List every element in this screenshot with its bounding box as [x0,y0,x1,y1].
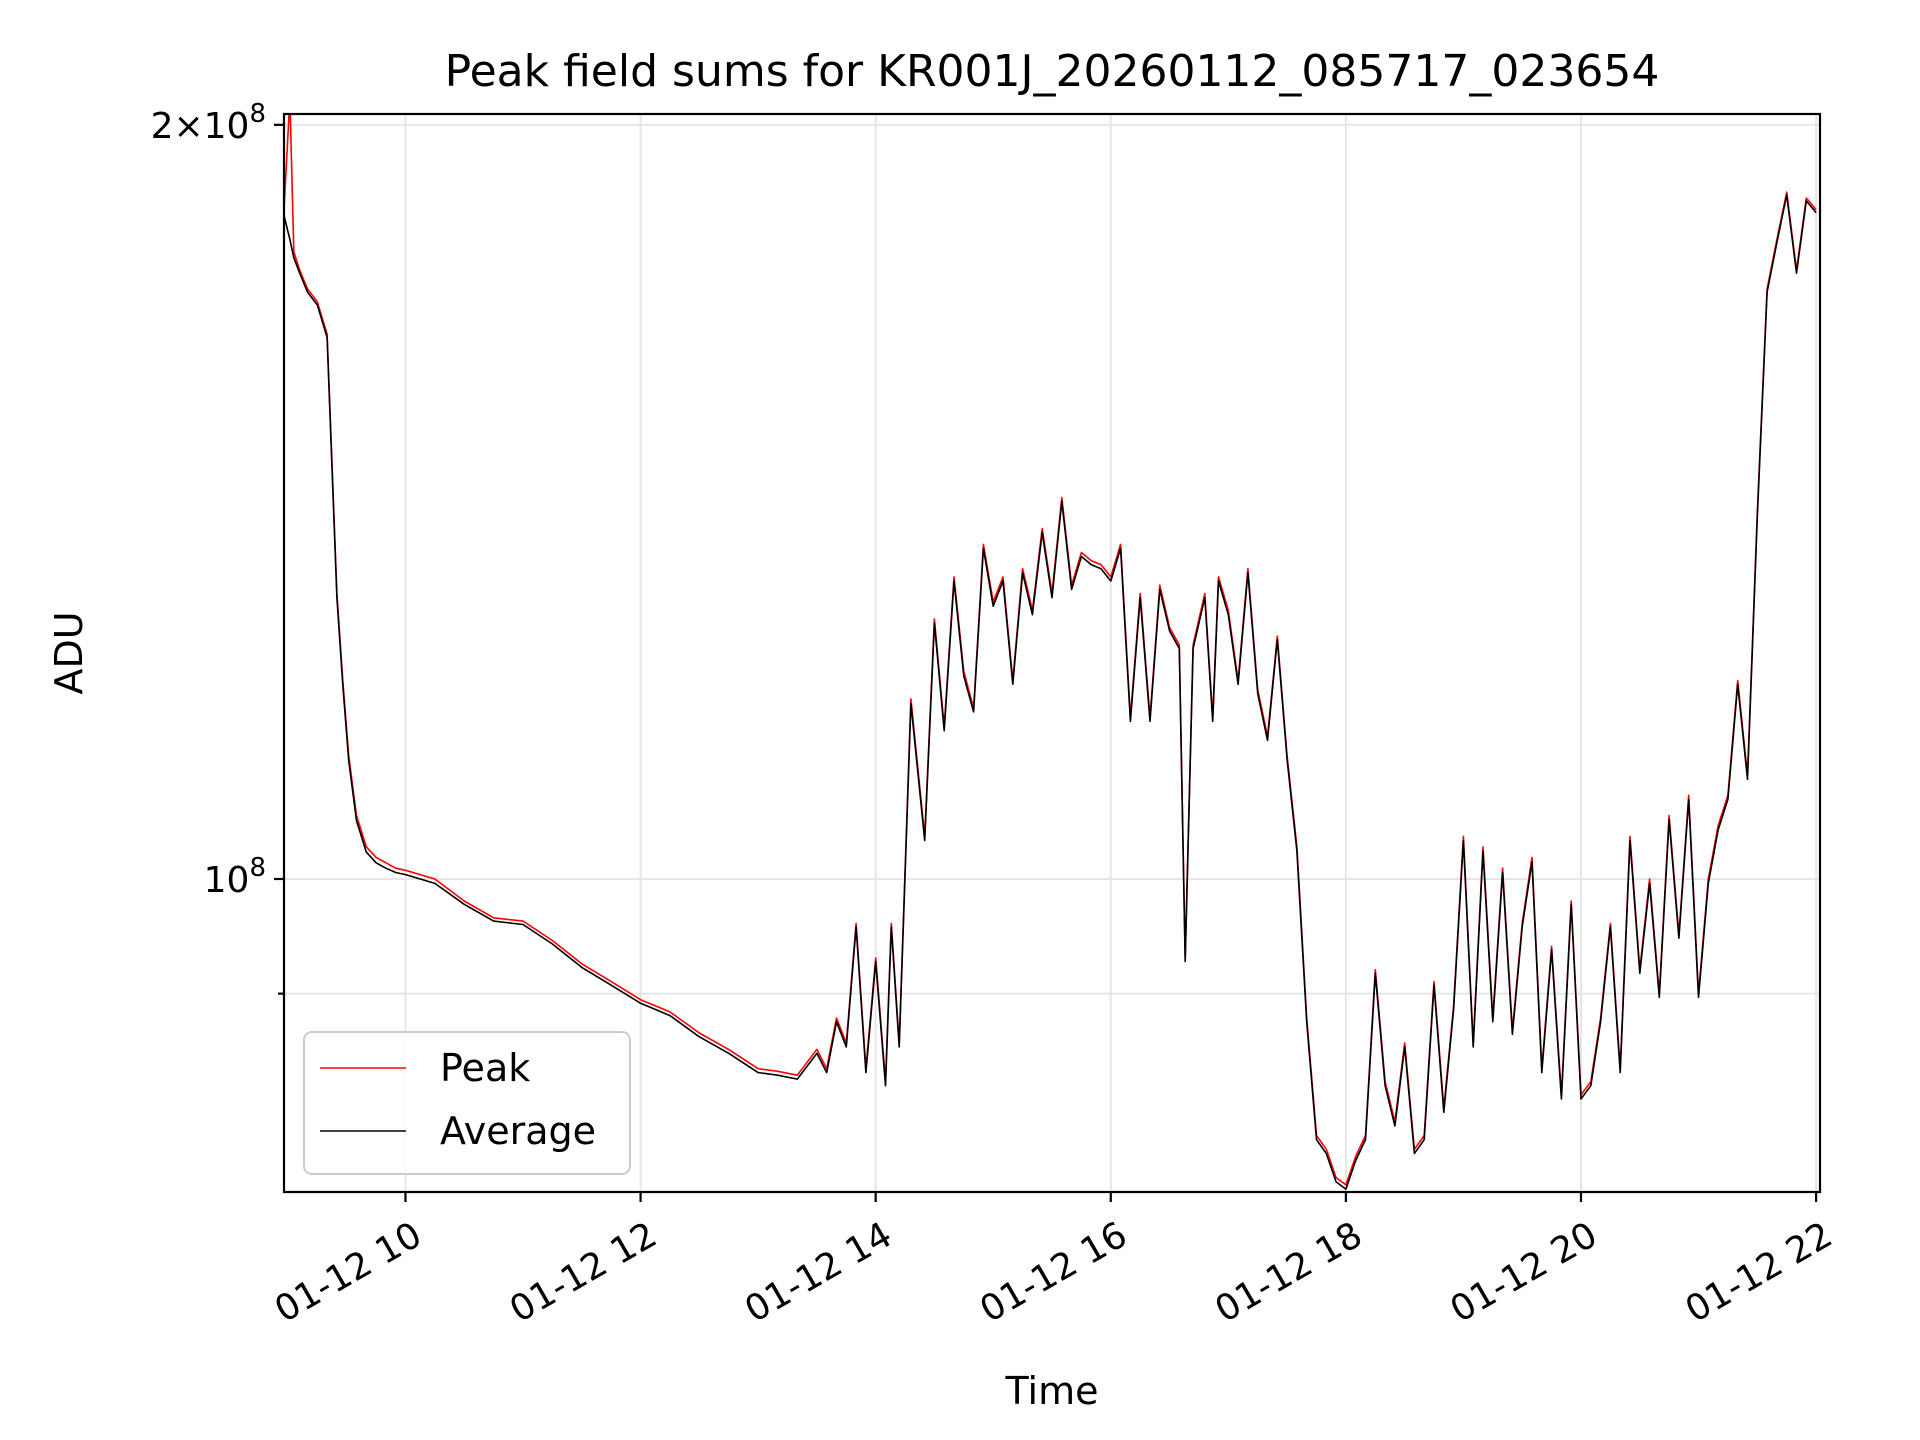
plot-frame [282,112,1822,1194]
legend-label-average: Average [440,1109,596,1153]
y-axis-label: ADU [47,611,91,694]
legend: Peak Average [303,1031,631,1175]
grid [284,114,1820,1192]
y-tick-label: 108 [204,853,266,901]
legend-label-peak: Peak [440,1046,530,1090]
chart-title: Peak field sums for KR001J_20260112_0857… [445,46,1660,97]
series-group [284,114,1817,1190]
x-axis-label: Time [1005,1369,1099,1413]
series-line-average [284,194,1817,1190]
y-tick-label: 2×108 [151,99,266,147]
